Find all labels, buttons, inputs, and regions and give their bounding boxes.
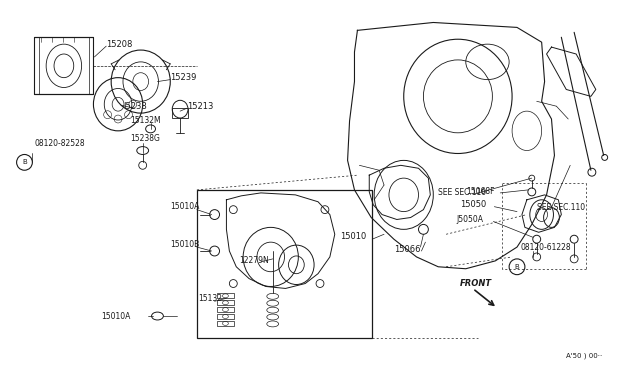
Text: 15132M: 15132M — [130, 116, 161, 125]
Bar — [35, 37, 93, 94]
Bar — [216, 300, 234, 305]
Text: 12279N: 12279N — [239, 256, 269, 265]
Text: 15238G: 15238G — [130, 134, 160, 143]
Text: 15010A: 15010A — [101, 311, 131, 321]
Text: 08120-61228: 08120-61228 — [521, 243, 572, 251]
Text: FRONT: FRONT — [460, 279, 492, 288]
Bar — [197, 190, 372, 338]
Text: B: B — [515, 264, 520, 270]
Bar — [172, 108, 188, 118]
Text: J5050A: J5050A — [456, 215, 483, 224]
Bar — [216, 294, 234, 298]
Text: B: B — [22, 159, 27, 166]
Text: SEE SEC.110: SEE SEC.110 — [537, 203, 585, 212]
Text: 08120-82528: 08120-82528 — [35, 139, 85, 148]
Text: I5238: I5238 — [123, 102, 147, 111]
Text: SEE SEC.110: SEE SEC.110 — [438, 188, 486, 198]
Text: 15213: 15213 — [187, 102, 213, 111]
Bar — [216, 314, 234, 319]
Text: 15010A: 15010A — [170, 202, 200, 211]
Text: 15010: 15010 — [340, 232, 366, 241]
Text: A'50 ) 00··: A'50 ) 00·· — [566, 352, 602, 359]
Text: 15208: 15208 — [106, 40, 132, 49]
Text: 15239: 15239 — [170, 73, 196, 82]
Text: 15050: 15050 — [460, 200, 486, 209]
Bar — [216, 307, 234, 312]
Text: 15066: 15066 — [394, 244, 420, 254]
Bar — [216, 321, 234, 326]
Text: 15132: 15132 — [198, 294, 222, 303]
Text: 15010B: 15010B — [170, 240, 200, 248]
Text: 15068F: 15068F — [466, 187, 494, 196]
